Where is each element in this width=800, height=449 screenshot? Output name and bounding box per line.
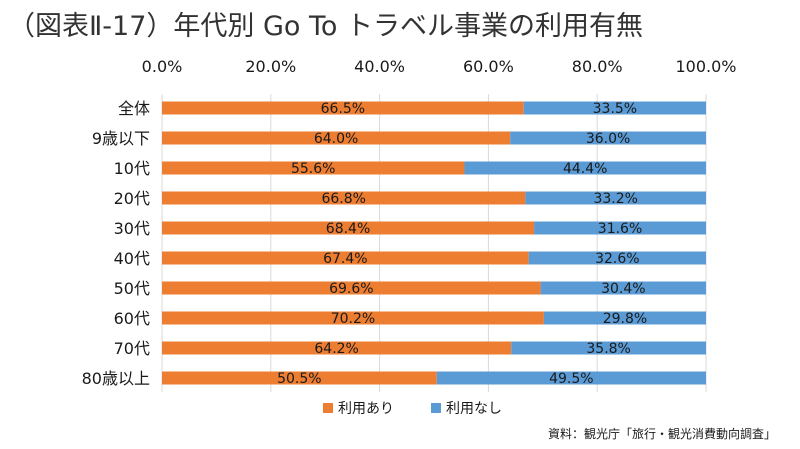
bar-used [162, 161, 465, 175]
bar-used [162, 281, 541, 295]
x-tick-label: 60.0% [463, 57, 514, 76]
x-tick-label: 0.0% [142, 57, 183, 76]
data-label: 68.4% [326, 221, 370, 237]
data-label: 66.5% [321, 101, 365, 117]
bar-not-used [543, 311, 706, 325]
bar-not-used [464, 161, 706, 175]
data-label: 31.6% [598, 221, 642, 237]
bar-not-used [523, 101, 706, 115]
bar-used [162, 101, 524, 115]
data-label: 33.2% [593, 191, 637, 207]
x-tick-label: 40.0% [354, 57, 405, 76]
category-label: 30代 [114, 219, 150, 238]
data-label: 35.8% [586, 341, 630, 357]
bar-used [162, 251, 529, 265]
category-label: 9歳以下 [92, 129, 150, 148]
data-label: 44.4% [563, 161, 607, 177]
data-label: 32.6% [595, 251, 639, 267]
category-label: 20代 [114, 189, 150, 208]
data-label: 55.6% [291, 161, 335, 177]
legend-used-swatch [323, 403, 333, 413]
bar-not-used [510, 131, 706, 145]
data-label: 36.0% [586, 131, 630, 147]
bar-used [162, 191, 526, 205]
data-label: 70.2% [331, 311, 375, 327]
bar-used [162, 341, 512, 355]
data-label: 30.4% [601, 281, 645, 297]
bar-not-used [525, 191, 706, 205]
data-label: 67.4% [323, 251, 367, 267]
data-label: 33.5% [593, 101, 637, 117]
data-label: 29.8% [603, 311, 647, 327]
bar-used [162, 221, 535, 235]
category-labels: 全体 9歳以下 10代 20代 30代 40代 50代 60代 70代 80歳以上 [82, 99, 150, 388]
data-label: 50.5% [277, 371, 321, 387]
category-label: 40代 [114, 249, 150, 268]
data-labels: 66.5% 33.5% 64.0% 36.0% 55.6% 44.4% 66.8% 33.2%… [277, 101, 647, 387]
bar-not-used [540, 281, 706, 295]
x-tick-label: 80.0% [572, 57, 623, 76]
bar-used [162, 131, 511, 145]
data-label: 49.5% [549, 371, 593, 387]
data-label: 64.2% [314, 341, 358, 357]
category-label: 10代 [114, 159, 150, 178]
bar-used [162, 311, 544, 325]
bars [162, 101, 706, 385]
bar-not-used [528, 251, 706, 265]
legend-not-used-label: 利用なし [446, 401, 502, 417]
legend-not-used-swatch [431, 403, 441, 413]
chart-title: （図表Ⅱ-17）年代別 Go To トラベル事業の利用有無 [8, 11, 644, 42]
data-label: 69.6% [329, 281, 373, 297]
data-label: 64.0% [314, 131, 358, 147]
source-note: 資料：観光庁「旅行・観光消費動向調査」 [548, 426, 776, 441]
category-label: 全体 [118, 99, 150, 118]
x-tick-label: 20.0% [245, 57, 296, 76]
bar-not-used [534, 221, 706, 235]
x-tick-label: 100.0% [675, 57, 736, 76]
category-label: 80歳以上 [82, 369, 150, 388]
x-axis-ticks: 0.0% 20.0% 40.0% 60.0% 80.0% 100.0% [142, 57, 737, 76]
bar-used [162, 371, 437, 385]
category-label: 60代 [114, 309, 150, 328]
category-label: 50代 [114, 279, 150, 298]
bar-not-used [436, 371, 706, 385]
bar-not-used [511, 341, 706, 355]
legend-used-label: 利用あり [338, 401, 394, 417]
legend: 利用あり 利用なし [323, 401, 502, 417]
category-label: 70代 [114, 339, 150, 358]
data-label: 66.8% [321, 191, 365, 207]
